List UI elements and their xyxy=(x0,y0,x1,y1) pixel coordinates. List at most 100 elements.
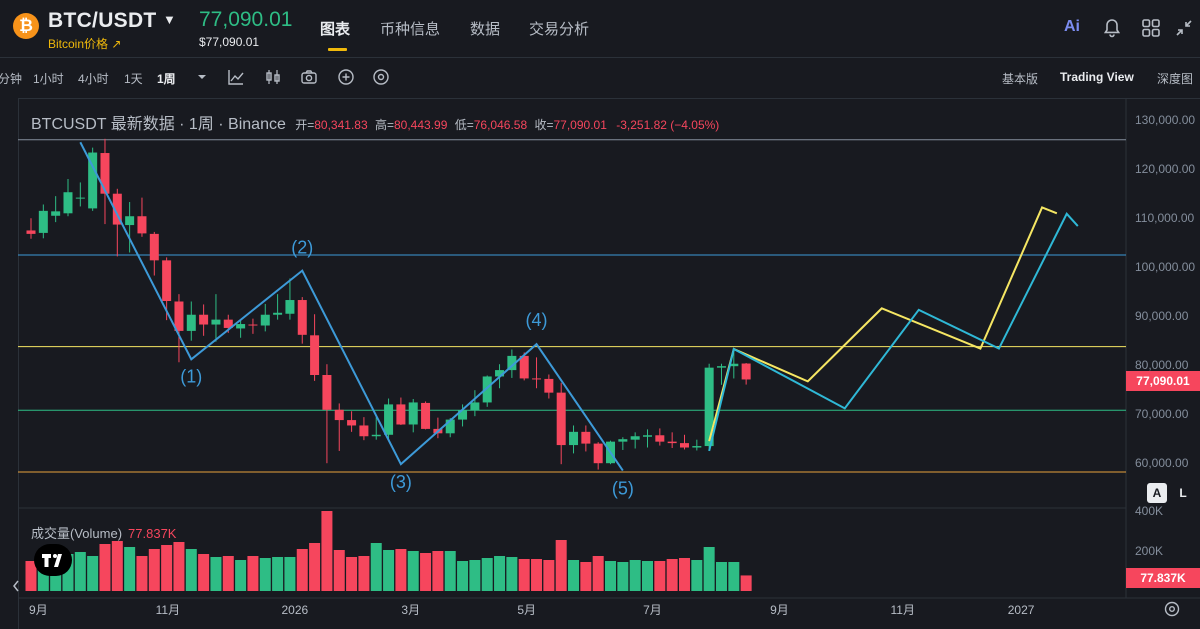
volume-bar xyxy=(99,544,111,591)
tab-coin-info[interactable]: 币种信息 xyxy=(380,21,441,38)
time-axis-label: 5月 xyxy=(517,603,536,617)
ai-icon[interactable]: Ai xyxy=(1064,18,1080,35)
volume-bar xyxy=(444,551,456,591)
candle-body xyxy=(112,193,122,225)
volume-bar xyxy=(666,559,678,591)
candle-body xyxy=(532,378,542,380)
interval-1w[interactable]: 1周 xyxy=(157,72,176,86)
drawing-tools-strip[interactable] xyxy=(0,98,19,629)
open-value: 80,341.83 xyxy=(314,118,368,132)
volume-bar xyxy=(259,558,271,591)
price-axis[interactable]: 130,000.00 120,000.00 110,000.00 100,000.00… xyxy=(1135,113,1195,558)
time-axis-label: 7月 xyxy=(643,603,662,617)
indicators-icon[interactable] xyxy=(227,68,245,86)
candle-type-icon[interactable] xyxy=(264,68,282,86)
auto-scale-button[interactable]: A xyxy=(1147,483,1167,503)
volume-bar xyxy=(605,561,617,591)
volume-bar xyxy=(629,560,641,591)
projection-yellow-line xyxy=(708,206,1058,442)
volume-bar xyxy=(691,560,703,591)
volume-bar xyxy=(62,554,74,591)
volume-bar xyxy=(432,551,444,591)
low-label: 低= xyxy=(454,118,474,132)
interval-minute[interactable]: 分钟 xyxy=(0,72,23,86)
volume-bar xyxy=(506,557,518,591)
volume-bar xyxy=(469,560,481,591)
candle-body xyxy=(174,301,184,331)
candle-body xyxy=(38,210,48,233)
interval-4h[interactable]: 4小时 xyxy=(78,72,109,86)
volume-bar xyxy=(555,540,567,591)
candle-body xyxy=(359,425,369,437)
last-price-tag: 77,090.01 xyxy=(1126,371,1200,391)
tab-data[interactable]: 数据 xyxy=(470,21,501,38)
last-price: 77,090.01 xyxy=(199,8,293,31)
volume-bar xyxy=(148,549,160,591)
candle-body xyxy=(63,192,73,214)
candle-body xyxy=(51,211,61,216)
volume-bar xyxy=(173,542,185,591)
collapse-icon[interactable] xyxy=(1172,16,1196,40)
view-depth[interactable]: 深度图 xyxy=(1157,72,1194,86)
volume-bars xyxy=(25,511,752,591)
candle-body xyxy=(236,324,246,329)
volume-bar xyxy=(703,547,715,591)
coin-price-link[interactable]: Bitcoin价格 ↗ xyxy=(48,37,122,51)
volume-bar xyxy=(592,556,604,591)
pair-dropdown-caret-icon[interactable]: ▼ xyxy=(163,12,176,27)
candle-body xyxy=(643,435,652,437)
layout-grid-icon[interactable] xyxy=(1139,16,1163,40)
tab-trade-analysis[interactable]: 交易分析 xyxy=(529,21,590,38)
interval-dropdown-icon[interactable] xyxy=(193,68,211,86)
bell-icon[interactable] xyxy=(1100,16,1124,40)
volume-bar xyxy=(370,543,382,591)
view-basic[interactable]: 基本版 xyxy=(1002,72,1039,86)
price-chart[interactable]: (1) (2) (3) (4) (5) 130,000.00 120,000.00 110,… xyxy=(0,98,1200,629)
scroll-left-icon[interactable] xyxy=(11,578,21,594)
candle-body xyxy=(125,216,135,226)
volume-bar xyxy=(543,560,555,591)
volume-bar xyxy=(654,561,666,591)
candle-body xyxy=(248,324,258,326)
volume-bar xyxy=(481,558,493,591)
settings-icon[interactable] xyxy=(372,68,390,86)
candle-body xyxy=(556,392,566,446)
candle-body xyxy=(211,319,221,325)
volume-bar xyxy=(25,561,37,591)
candle-body xyxy=(741,363,751,380)
candle-body xyxy=(692,446,702,448)
header-bar: ₿ BTC/USDT ▼ Bitcoin价格 ↗ 77,090.01 $77,0… xyxy=(0,0,1200,56)
price-axis-label: 100,000.00 xyxy=(1135,260,1195,274)
view-tradingview[interactable]: Trading View xyxy=(1060,70,1134,84)
volume-bar xyxy=(87,556,99,591)
tab-chart[interactable]: 图表 xyxy=(320,21,351,38)
high-label: 高= xyxy=(374,118,394,132)
candle-body xyxy=(347,420,357,426)
wave-label: (5) xyxy=(612,479,634,499)
volume-bar xyxy=(37,559,49,591)
candle-body xyxy=(507,355,517,371)
time-axis-label: 2026 xyxy=(282,603,309,617)
axis-settings-icon[interactable] xyxy=(1163,600,1181,618)
time-axis[interactable]: 9月 11月 2026 3月 5月 7月 9月 11月 2027 xyxy=(29,603,1035,617)
volume-bar xyxy=(580,562,592,591)
add-indicator-icon[interactable] xyxy=(337,68,355,86)
bitcoin-logo-icon: ₿ xyxy=(13,13,39,39)
camera-icon[interactable] xyxy=(300,68,318,86)
candle-body xyxy=(679,443,689,448)
close-label: 收= xyxy=(534,118,554,132)
active-tab-indicator xyxy=(328,48,347,51)
candle-body xyxy=(519,355,529,379)
low-value: 76,046.58 xyxy=(473,118,528,132)
candle-body xyxy=(285,300,295,314)
price-axis-label: 120,000.00 xyxy=(1135,162,1195,176)
interval-1d[interactable]: 1天 xyxy=(124,72,143,86)
log-scale-button[interactable]: L xyxy=(1173,483,1193,503)
time-axis-label: 3月 xyxy=(401,603,420,617)
interval-1h[interactable]: 1小时 xyxy=(33,72,64,86)
candle-body xyxy=(149,233,159,261)
volume-bar xyxy=(518,559,530,591)
last-volume-tag: 77.837K xyxy=(1126,568,1200,588)
candle-body xyxy=(199,314,209,325)
pair-title[interactable]: BTC/USDT xyxy=(48,9,157,32)
